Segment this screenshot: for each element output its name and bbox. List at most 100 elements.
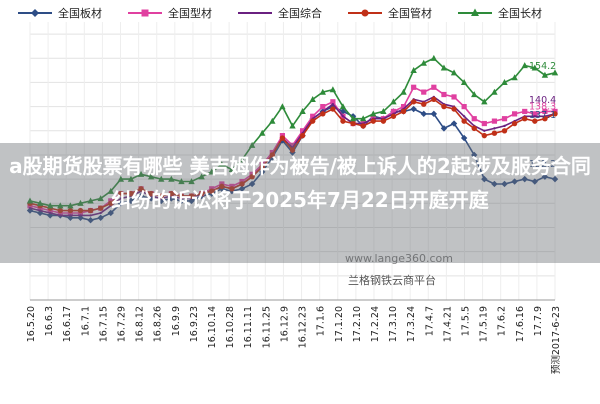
data-point	[38, 209, 42, 212]
data-point	[370, 118, 376, 124]
data-point	[552, 111, 558, 117]
data-point	[279, 135, 286, 141]
data-point	[431, 96, 437, 103]
data-point	[542, 115, 548, 122]
data-point	[440, 125, 448, 132]
data-point	[329, 86, 337, 93]
x-tick-label: 17.6.2	[497, 306, 508, 336]
data-point	[279, 103, 286, 110]
data-point	[511, 178, 518, 185]
data-point	[512, 111, 518, 117]
data-point	[370, 110, 377, 117]
data-point	[349, 115, 357, 122]
data-point	[57, 202, 64, 209]
data-point	[431, 84, 437, 90]
x-tick-label: 17.2.10	[352, 306, 363, 342]
data-point	[380, 118, 387, 124]
data-point	[481, 175, 488, 183]
data-point	[59, 214, 62, 217]
data-point	[390, 113, 397, 119]
x-tick-label: 16.6.17	[62, 306, 73, 342]
data-point	[188, 193, 195, 199]
data-point	[77, 207, 84, 214]
data-point	[410, 66, 417, 73]
data-point	[198, 190, 205, 197]
data-point	[117, 200, 125, 207]
data-point	[380, 108, 387, 115]
data-point	[551, 69, 559, 76]
end-label: 122.2	[529, 159, 556, 170]
series-lines	[26, 54, 559, 224]
legend-label: 全国综合	[278, 6, 322, 20]
data-point	[309, 118, 316, 124]
data-point	[168, 190, 175, 197]
x-tick-label: 16.7.1	[80, 306, 91, 336]
data-point	[481, 132, 488, 139]
x-tick-label: 16.9.23	[189, 306, 200, 342]
x-tick-label: 16.8.12	[135, 306, 146, 342]
data-point	[491, 118, 498, 124]
data-point	[238, 185, 246, 192]
data-point	[421, 101, 427, 107]
data-point	[127, 197, 135, 205]
data-point	[521, 62, 528, 69]
data-point	[471, 151, 478, 159]
data-point	[541, 71, 549, 78]
data-point	[87, 217, 94, 224]
data-point	[462, 115, 466, 118]
x-tick-label: 17.3.24	[406, 306, 417, 342]
data-point	[420, 59, 427, 66]
legend-marker	[141, 9, 149, 17]
x-tick-label: 16.10.14	[207, 306, 218, 348]
data-point	[36, 199, 44, 206]
series-4	[27, 96, 558, 214]
x-tick-label: 17.4.21	[442, 306, 453, 342]
data-point	[341, 115, 345, 118]
data-point	[359, 115, 367, 122]
legend-label: 全国长材	[498, 6, 542, 20]
data-point	[218, 161, 226, 168]
legend-marker	[31, 9, 39, 17]
legend-label: 全国型材	[168, 6, 212, 20]
data-point	[491, 130, 498, 136]
data-point	[503, 124, 506, 128]
data-point	[229, 186, 235, 192]
data-point	[67, 214, 74, 222]
data-point	[269, 117, 276, 124]
data-point	[107, 187, 114, 194]
data-point	[128, 190, 134, 197]
data-point	[531, 64, 539, 71]
data-point	[320, 104, 326, 110]
data-point	[390, 108, 397, 115]
data-point	[238, 156, 246, 163]
data-point	[26, 197, 34, 204]
data-point	[532, 118, 538, 124]
data-point	[137, 192, 145, 200]
x-tick-label: 16.11.11	[243, 306, 254, 348]
x-tick-label: 17.1.20	[334, 306, 345, 342]
data-point	[471, 91, 478, 98]
data-point	[259, 164, 265, 170]
data-point	[501, 79, 508, 86]
watermark-name: 兰格钢铁云商平台	[348, 273, 436, 287]
data-point	[228, 166, 236, 173]
x-tick-label: 17.5.5	[460, 306, 471, 336]
data-point	[89, 214, 92, 217]
data-point	[451, 94, 457, 100]
data-point	[400, 88, 407, 95]
data-point	[309, 95, 316, 102]
overlay-title: a股期货股票有哪些 美吉姆作为被告/被上诉人的2起涉及服务合同纠纷的诉讼将于20…	[9, 154, 591, 212]
data-point	[97, 205, 104, 211]
data-point	[148, 190, 154, 197]
data-point	[319, 88, 326, 95]
x-tick-label: 16.8.26	[153, 306, 164, 342]
data-point	[320, 111, 326, 117]
data-point	[471, 116, 477, 122]
x-tick-label: 16.7.29	[117, 306, 128, 342]
data-point	[259, 129, 266, 136]
x-tick-label: 16.6.3	[44, 306, 55, 336]
grid	[29, 22, 556, 301]
data-point	[127, 175, 135, 182]
